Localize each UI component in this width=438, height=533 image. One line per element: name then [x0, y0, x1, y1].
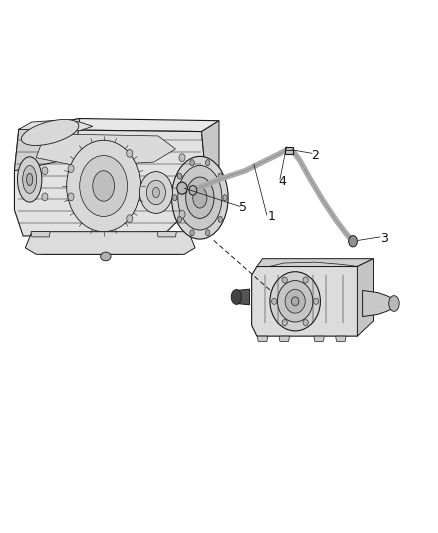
Polygon shape: [31, 232, 50, 237]
Polygon shape: [257, 259, 374, 266]
Ellipse shape: [278, 280, 313, 322]
Ellipse shape: [389, 296, 399, 311]
Ellipse shape: [177, 182, 187, 194]
Ellipse shape: [270, 272, 321, 331]
Ellipse shape: [190, 160, 194, 166]
Polygon shape: [25, 232, 195, 254]
Ellipse shape: [179, 211, 185, 218]
Polygon shape: [14, 118, 80, 171]
Polygon shape: [19, 120, 93, 131]
Ellipse shape: [218, 173, 223, 179]
Text: 2: 2: [311, 149, 319, 162]
Polygon shape: [363, 290, 394, 317]
Ellipse shape: [68, 193, 74, 201]
Ellipse shape: [139, 172, 173, 213]
Ellipse shape: [282, 320, 287, 326]
Ellipse shape: [93, 171, 115, 201]
Ellipse shape: [314, 298, 319, 304]
Polygon shape: [36, 134, 176, 166]
Ellipse shape: [231, 289, 242, 304]
Ellipse shape: [291, 297, 299, 306]
Polygon shape: [279, 336, 290, 341]
Ellipse shape: [218, 216, 223, 222]
Polygon shape: [257, 336, 268, 341]
Polygon shape: [336, 336, 346, 341]
Ellipse shape: [223, 195, 227, 201]
Polygon shape: [285, 147, 293, 154]
Ellipse shape: [186, 177, 214, 219]
Polygon shape: [201, 120, 219, 188]
Ellipse shape: [190, 230, 194, 236]
Ellipse shape: [179, 154, 185, 161]
Text: 3: 3: [381, 232, 389, 245]
Ellipse shape: [349, 236, 357, 247]
Ellipse shape: [67, 140, 141, 232]
Ellipse shape: [172, 156, 228, 239]
Ellipse shape: [205, 160, 210, 166]
Ellipse shape: [205, 230, 210, 236]
Ellipse shape: [18, 157, 42, 202]
Ellipse shape: [42, 193, 48, 201]
Polygon shape: [237, 289, 250, 305]
Ellipse shape: [21, 119, 79, 146]
Ellipse shape: [127, 149, 133, 157]
Ellipse shape: [178, 165, 222, 230]
Ellipse shape: [272, 298, 277, 304]
Ellipse shape: [282, 277, 287, 283]
Polygon shape: [314, 336, 324, 341]
Ellipse shape: [303, 320, 308, 326]
Ellipse shape: [193, 188, 207, 208]
Ellipse shape: [152, 187, 159, 198]
Polygon shape: [357, 259, 374, 336]
Polygon shape: [14, 130, 206, 236]
Text: 4: 4: [278, 175, 286, 188]
Ellipse shape: [42, 167, 48, 175]
Ellipse shape: [177, 216, 182, 222]
Polygon shape: [157, 232, 177, 237]
Polygon shape: [19, 118, 219, 132]
Ellipse shape: [303, 277, 308, 283]
Ellipse shape: [101, 252, 111, 261]
Ellipse shape: [285, 289, 305, 313]
Ellipse shape: [23, 166, 37, 193]
Ellipse shape: [27, 173, 33, 185]
Ellipse shape: [146, 180, 166, 205]
Ellipse shape: [177, 173, 182, 179]
Ellipse shape: [68, 165, 74, 173]
Ellipse shape: [80, 156, 127, 216]
Ellipse shape: [189, 185, 197, 195]
Polygon shape: [252, 266, 363, 336]
Text: 1: 1: [267, 210, 275, 223]
Ellipse shape: [127, 215, 133, 223]
Text: 5: 5: [239, 201, 247, 214]
Ellipse shape: [173, 195, 177, 201]
